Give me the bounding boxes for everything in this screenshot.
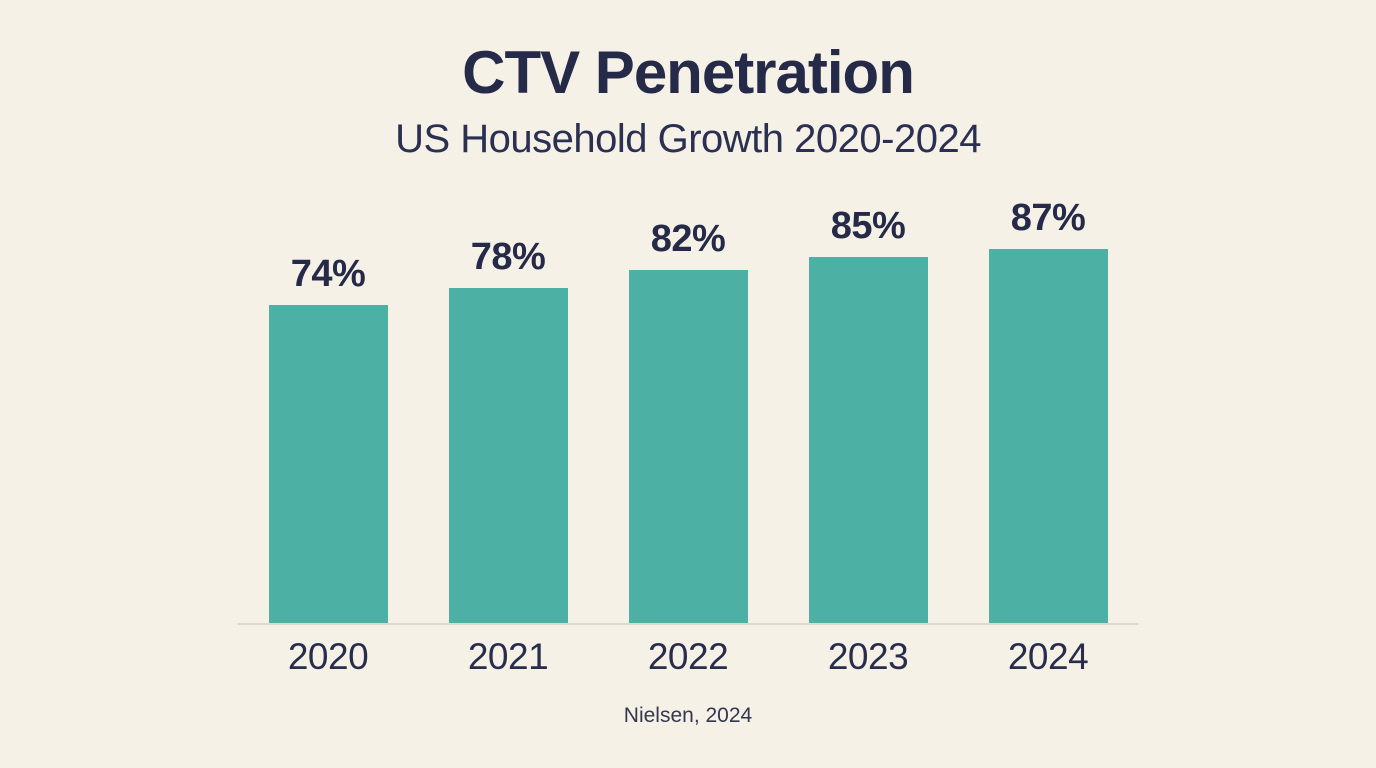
bar-category-label: 2023 [827,636,909,677]
bar-column: 87% [958,195,1138,623]
bar-category-label: 2020 [287,636,369,677]
chart-subtitle: US Household Growth 2020-2024 [395,117,981,161]
bar-value-label: 85% [830,205,906,247]
chart-header: CTV Penetration US Household Growth 2020… [0,0,1376,163]
bar-value-label: 74% [290,253,366,295]
bar-column: 78% [418,195,598,623]
bar-category-label: 2024 [1007,636,1089,677]
bar [268,305,388,623]
bar [808,257,928,623]
bar-column: 74% [238,195,418,623]
chart-title: CTV Penetration [462,39,915,106]
bar-category-label: 2022 [647,636,729,677]
bar-value-label: 78% [470,236,546,278]
source-citation: Nielsen, 2024 [623,703,753,727]
bar-column: 85% [778,195,958,623]
bar [628,270,748,623]
bar-category-label: 2021 [467,636,549,677]
x-axis-labels: 2020 2021 2022 2023 2024 [238,636,1138,678]
plot-area: 74% 78% 82% 85% 87% [238,195,1138,625]
bar [448,288,568,623]
bar-value-label: 82% [650,218,726,260]
bar [988,249,1108,623]
bar-value-label: 87% [1010,197,1086,239]
bar-chart: 74% 78% 82% 85% 87% 2020 2021 2022 2023 2024 [238,195,1138,678]
bar-column: 82% [598,195,778,623]
